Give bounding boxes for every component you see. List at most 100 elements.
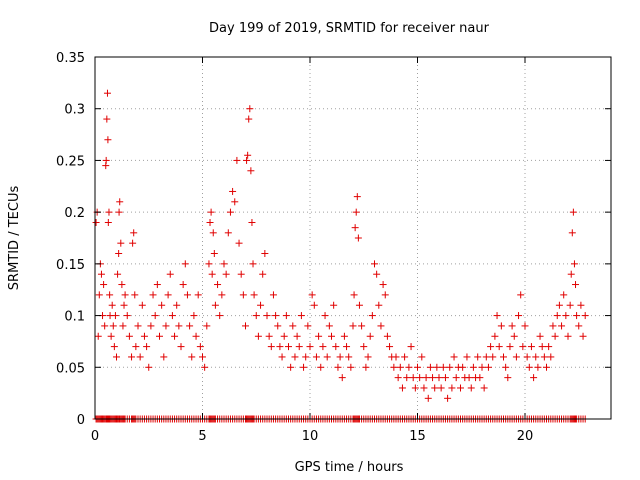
data-point: [103, 89, 111, 97]
y-tick-label: 0.25: [56, 154, 85, 169]
data-point: [104, 136, 112, 144]
data-point: [243, 156, 251, 164]
data-point: [171, 332, 179, 340]
data-point: [377, 322, 385, 330]
data-point: [407, 343, 415, 351]
data-point: [183, 291, 191, 299]
data-point: [452, 374, 460, 382]
data-point: [515, 312, 523, 320]
x-tick-label: 5: [198, 429, 206, 444]
data-point: [207, 208, 215, 216]
data-point: [519, 343, 527, 351]
data-point: [347, 363, 355, 371]
data-point: [350, 291, 358, 299]
data-point: [114, 270, 122, 278]
data-point: [403, 374, 411, 382]
y-tick-label: 0.15: [56, 258, 85, 273]
data-points: [92, 89, 589, 402]
data-point: [332, 343, 340, 351]
data-point: [493, 312, 501, 320]
data-point: [567, 270, 575, 278]
chart-title: Day 199 of 2019, SRMTID for receiver nau…: [209, 21, 490, 36]
data-point: [437, 384, 445, 392]
data-point: [566, 301, 574, 309]
data-point: [368, 312, 376, 320]
data-point: [263, 312, 271, 320]
data-point: [572, 281, 580, 289]
y-tick-label: 0.3: [64, 103, 85, 118]
data-point: [177, 343, 185, 351]
data-point: [97, 270, 105, 278]
data-point: [570, 260, 578, 268]
data-point: [196, 343, 204, 351]
data-point: [131, 291, 139, 299]
data-point: [429, 374, 437, 382]
data-point: [398, 384, 406, 392]
data-point: [289, 322, 297, 330]
data-point: [497, 322, 505, 330]
data-point: [411, 384, 419, 392]
data-point: [506, 343, 514, 351]
data-point: [220, 260, 228, 268]
data-point: [231, 198, 239, 206]
data-point: [158, 301, 166, 309]
data-point: [247, 167, 255, 175]
data-point: [353, 193, 361, 201]
data-point: [362, 363, 370, 371]
data-point: [201, 363, 209, 371]
data-point: [222, 270, 230, 278]
data-point: [173, 301, 181, 309]
data-point: [145, 363, 153, 371]
data-point: [521, 322, 529, 330]
data-point: [249, 260, 257, 268]
data-point: [291, 353, 299, 361]
data-point: [338, 374, 346, 382]
data-point: [254, 332, 262, 340]
data-point: [354, 234, 362, 242]
data-point: [244, 151, 252, 159]
data-point: [525, 363, 533, 371]
data-point: [129, 239, 137, 247]
data-point: [147, 322, 155, 330]
data-point: [379, 281, 387, 289]
data-point: [261, 250, 269, 258]
data-point: [120, 301, 128, 309]
data-point: [102, 156, 110, 164]
data-point: [285, 343, 292, 351]
data-point: [523, 353, 531, 361]
data-point: [439, 363, 447, 371]
data-point: [532, 353, 540, 361]
data-point: [111, 312, 119, 320]
data-point: [328, 332, 335, 340]
data-point: [118, 281, 126, 289]
data-point: [272, 312, 280, 320]
data-point: [394, 374, 402, 382]
data-point: [269, 291, 277, 299]
data-point: [386, 343, 394, 351]
data-point: [229, 187, 237, 195]
data-point: [218, 291, 226, 299]
data-point: [547, 353, 555, 361]
data-point: [512, 353, 520, 361]
data-point: [149, 291, 157, 299]
data-point: [517, 291, 525, 299]
data-point: [278, 353, 286, 361]
data-point: [156, 332, 163, 340]
data-point: [489, 353, 497, 361]
data-point: [151, 312, 159, 320]
data-point: [569, 208, 577, 216]
data-point: [181, 260, 189, 268]
data-point: [92, 218, 100, 226]
grid: [95, 57, 611, 419]
data-point: [527, 343, 535, 351]
data-point: [206, 218, 214, 226]
data-point: [545, 343, 553, 351]
data-point: [138, 301, 146, 309]
axis-ticks: [94, 56, 611, 420]
data-point: [467, 384, 475, 392]
data-point: [360, 343, 368, 351]
data-point: [459, 363, 467, 371]
data-point: [166, 270, 174, 278]
data-point: [186, 322, 194, 330]
data-point: [381, 291, 389, 299]
